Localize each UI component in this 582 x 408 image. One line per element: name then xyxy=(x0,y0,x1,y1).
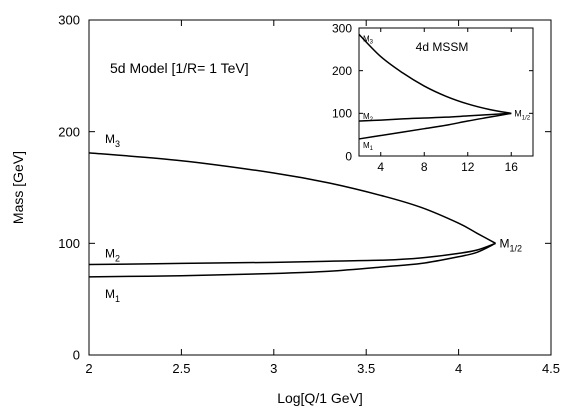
inset-label-m1: M1 xyxy=(363,141,374,152)
main-x-tick-label: 4.5 xyxy=(542,361,560,376)
main-series-m1 xyxy=(88,242,496,278)
inset-series-m3 xyxy=(358,33,512,115)
main-x-tick-label: 3 xyxy=(270,361,277,376)
main-x-tick-label: 2 xyxy=(85,361,92,376)
main-annotation: 5d Model [1/R= 1 TeV] xyxy=(110,60,249,76)
main-y-tick-label: 200 xyxy=(58,124,80,139)
inset-y-tick-label: 300 xyxy=(332,21,352,35)
inset-chart: 4 8 12 16 0 100 200 300 M3 M2 M1 M1/2 4d MSSM xyxy=(332,21,534,174)
inset-label-m-half: M1/2 xyxy=(514,108,531,121)
inset-y-tick-label: 0 xyxy=(345,149,352,163)
main-y-axis-title: Mass [GeV] xyxy=(10,151,26,224)
inset-series-m1 xyxy=(358,112,512,140)
main-x-tick-label: 3.5 xyxy=(357,361,375,376)
main-y-tick-label: 100 xyxy=(58,236,80,251)
inset-x-tick-label: 4 xyxy=(377,160,384,174)
inset-series-m2 xyxy=(358,112,512,122)
inset-y-tick-label: 100 xyxy=(332,107,352,121)
inset-title: 4d MSSM xyxy=(416,40,469,54)
inset-label-m3: M3 xyxy=(363,34,374,45)
main-series-m2 xyxy=(88,242,496,266)
main-x-axis-title: Log[Q/1 GeV] xyxy=(277,390,363,406)
inset-label-m2: M2 xyxy=(363,112,374,123)
inset-x-tick-label: 16 xyxy=(505,160,519,174)
inset-x-tick-label: 8 xyxy=(421,160,428,174)
main-label-m-half: M1/2 xyxy=(500,236,523,253)
main-x-tick-label: 2.5 xyxy=(172,361,190,376)
main-label-m1: M1 xyxy=(105,287,120,304)
main-y-tick-label: 0 xyxy=(73,348,80,363)
main-series-m3 xyxy=(88,152,496,244)
main-y-tick-label: 300 xyxy=(58,13,80,28)
inset-y-tick-label: 200 xyxy=(332,64,352,78)
main-x-tick-label: 4 xyxy=(455,361,462,376)
inset-x-tick-label: 12 xyxy=(461,160,475,174)
main-label-m2: M2 xyxy=(105,247,120,264)
main-label-m3: M3 xyxy=(105,132,120,149)
